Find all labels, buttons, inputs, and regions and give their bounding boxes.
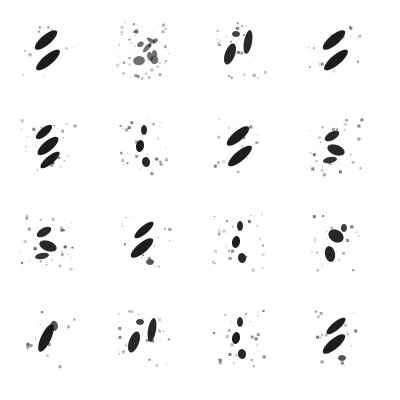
digit-tile-r1c3 [206,16,274,84]
digit-tile-r4c3 [206,304,274,372]
digit-glyph [121,216,172,268]
digit-glyph [119,118,168,176]
digit-tile-r2c1 [14,112,82,180]
digit-tile-r3c1 [14,208,82,276]
digit-tile-r2c4 [302,112,370,180]
digit-tile-r1c1 [14,16,82,84]
digit-glyph [20,119,77,171]
digit-tile-r3c4 [302,208,370,276]
digit-tile-r3c3 [206,208,274,276]
digit-glyph [309,118,364,177]
digit-glyph [213,118,259,173]
digit-tile-r4c4 [302,304,370,372]
digit-tile-r2c3 [206,112,274,180]
digit-tile-r3c2 [110,208,178,276]
digit-glyph [26,311,76,369]
digit-glyph [117,310,170,367]
digit-glyph [311,215,360,272]
digit-tile-r4c1 [14,304,82,372]
digit-glyph [116,22,170,80]
digit-tile-r4c2 [110,304,178,372]
digit-tile-r1c4 [302,16,370,84]
digit-glyph [308,25,362,73]
digit-tile-r2c2 [110,112,178,180]
digit-tile-r1c2 [110,16,178,84]
digit-glyph [212,214,265,272]
digit-glyph [314,310,358,367]
digit-glyph [22,26,75,77]
digit-glyph [213,310,266,368]
digit-glyph [20,214,74,271]
digit-glyph [216,22,267,79]
